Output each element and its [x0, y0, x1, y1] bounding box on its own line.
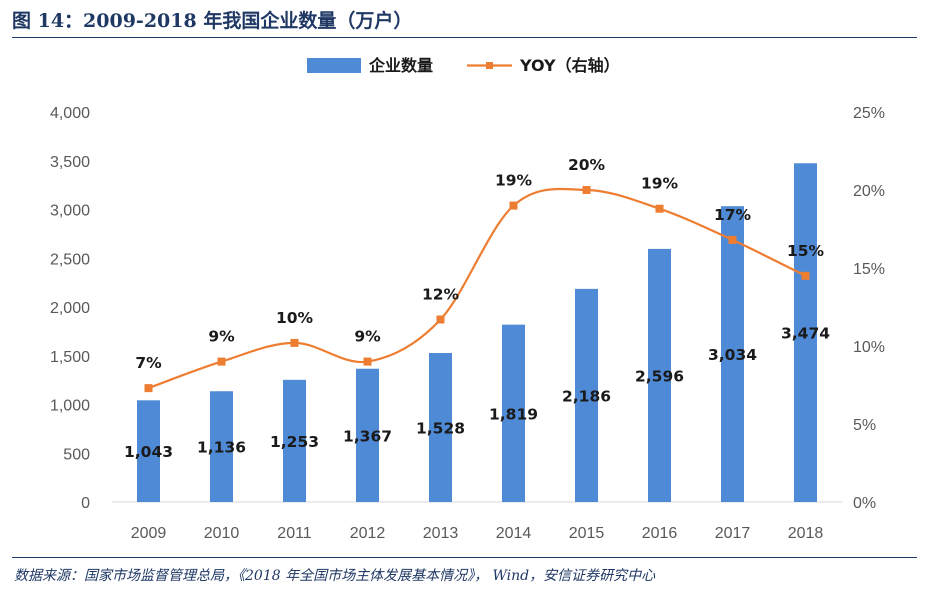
yoy-data-label: 20% [568, 156, 606, 174]
bar [356, 368, 379, 502]
yoy-point [363, 357, 372, 366]
y-left-tick-label: 3,000 [50, 203, 90, 220]
y-right-tick-label: 15% [853, 261, 885, 278]
yoy-data-label: 17% [714, 206, 752, 224]
x-tick-label: 2011 [277, 525, 312, 542]
yoy-data-label: 9% [208, 328, 235, 346]
yoy-point [144, 384, 153, 393]
bar-data-label: 2,596 [635, 367, 684, 385]
legend-line-marker [486, 62, 493, 69]
bar [794, 163, 817, 502]
yoy-point [655, 204, 664, 213]
y-left-tick-label: 2,000 [50, 300, 90, 317]
y-right-tick-label: 10% [853, 339, 885, 356]
x-tick-label: 2017 [715, 525, 751, 542]
yoy-data-label: 7% [135, 354, 162, 372]
yoy-data-label: 15% [787, 242, 825, 260]
yoy-line [148, 187, 806, 390]
bar-data-label: 1,528 [416, 420, 465, 438]
bar-data-label: 3,474 [781, 325, 830, 343]
y-right-tick-label: 5% [853, 417, 876, 434]
bar-data-label: 1,819 [489, 405, 538, 423]
yoy-point [290, 338, 299, 347]
bar-data-label: 1,253 [270, 433, 319, 451]
bar [429, 353, 452, 502]
bar-data-label: 3,034 [708, 346, 757, 364]
x-tick-label: 2016 [642, 525, 678, 542]
legend-line-label: YOY（右轴） [519, 56, 620, 75]
y-left-tick-label: 3,500 [50, 154, 90, 171]
y-left-tick-label: 4,000 [50, 105, 90, 122]
x-tick-label: 2014 [496, 525, 532, 542]
yoy-data-label: 19% [495, 172, 533, 190]
x-tick-label: 2009 [131, 525, 167, 542]
bar-data-label: 1,136 [197, 439, 246, 457]
yoy-point [509, 201, 518, 210]
x-tick-label: 2015 [569, 525, 605, 542]
x-tick-label: 2018 [788, 525, 824, 542]
bar [283, 379, 306, 502]
bar-data-label: 1,043 [124, 443, 173, 461]
yoy-data-label: 19% [641, 175, 679, 193]
yoy-data-label: 9% [354, 328, 381, 346]
bar [721, 206, 744, 502]
bar [648, 248, 671, 502]
y-left-tick-label: 1,500 [50, 349, 90, 366]
y-left-tick-label: 0 [81, 495, 90, 512]
yoy-data-label: 10% [276, 309, 314, 327]
y-right-tick-label: 25% [853, 105, 885, 122]
title-rule [12, 37, 917, 38]
y-left-tick-label: 2,500 [50, 251, 90, 268]
bar [575, 288, 598, 502]
y-left-tick-label: 500 [63, 446, 90, 463]
legend-bar-label: 企业数量 [368, 56, 433, 75]
yoy-point [728, 235, 737, 244]
yoy-point [801, 271, 810, 280]
yoy-point [217, 357, 226, 366]
x-tick-label: 2012 [350, 525, 386, 542]
yoy-data-label: 12% [422, 285, 460, 303]
source-note: 数据来源：国家市场监督管理总局，《2018 年全国市场主体发展基本情况》， Wi… [14, 568, 656, 584]
y-right-tick-label: 0% [853, 495, 876, 512]
y-right-tick-label: 20% [853, 183, 885, 200]
y-left-tick-label: 1,000 [50, 398, 90, 415]
bar [137, 400, 160, 502]
bar [210, 391, 233, 502]
x-tick-label: 2010 [204, 525, 240, 542]
yoy-point [436, 315, 445, 324]
legend-bar-swatch [307, 58, 361, 73]
bar-data-label: 2,186 [562, 387, 611, 405]
x-tick-label: 2013 [423, 525, 459, 542]
figure-title: 图 14：2009-2018 年我国企业数量（万户） [12, 10, 413, 32]
bar [502, 324, 525, 502]
bar-data-label: 1,367 [343, 427, 392, 445]
yoy-point [582, 186, 591, 194]
source-rule [12, 557, 917, 558]
